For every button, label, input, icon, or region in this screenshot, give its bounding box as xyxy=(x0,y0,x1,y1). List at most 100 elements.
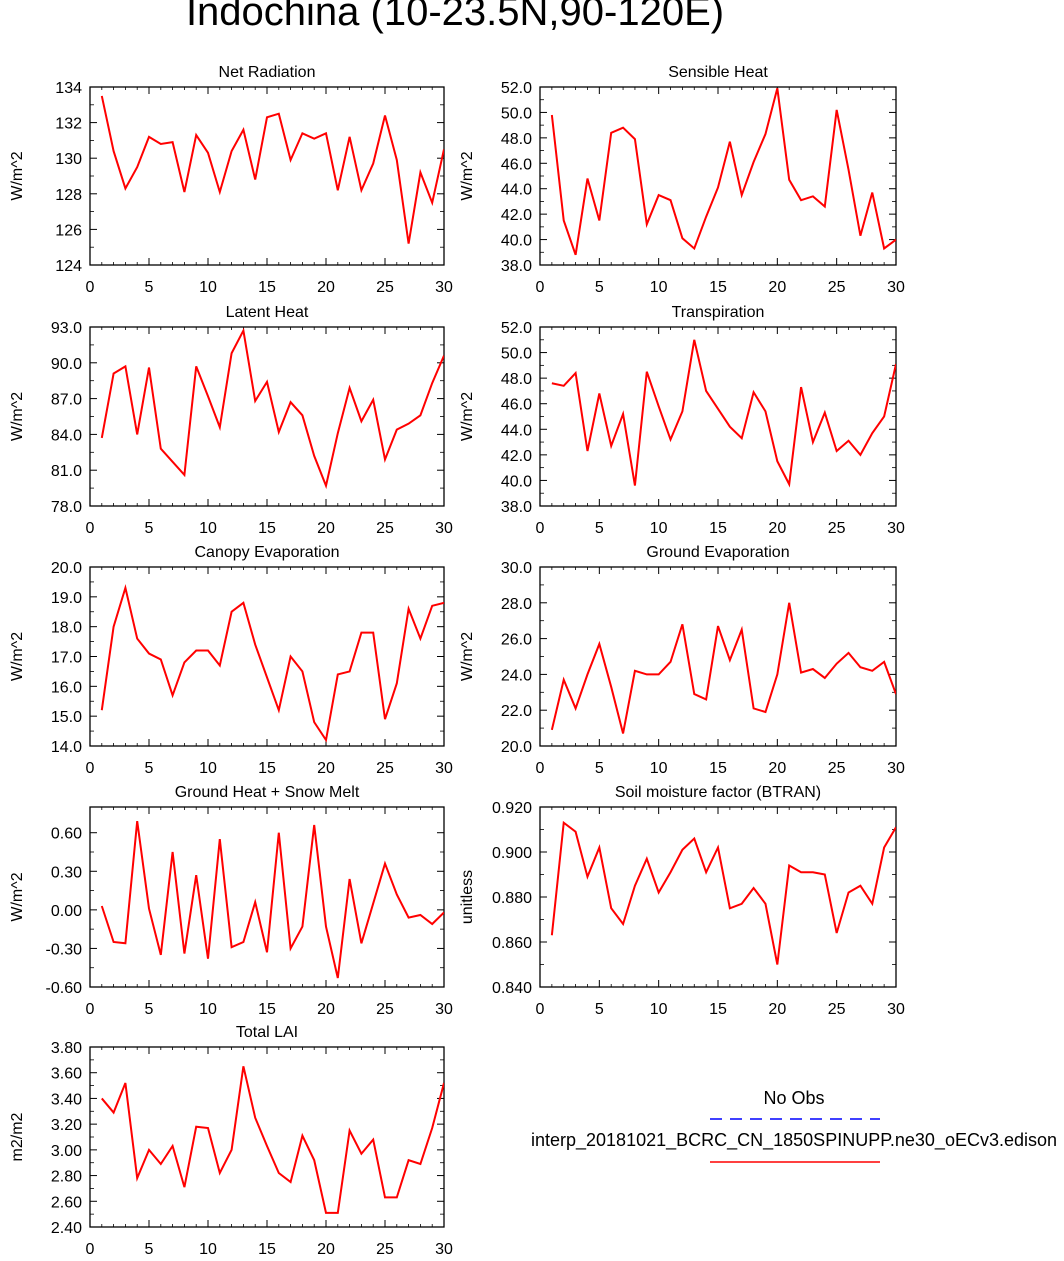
y-tick-label: 84.0 xyxy=(51,427,82,444)
series-line xyxy=(101,1066,444,1214)
y-tick-label: 48.0 xyxy=(501,131,532,148)
x-tick-label: 25 xyxy=(376,1241,394,1258)
y-tick-label: 20.0 xyxy=(51,560,82,577)
y-tick-label: 18.0 xyxy=(51,620,82,637)
y-tick-label: 40.0 xyxy=(501,473,532,490)
chart-panel-2: Sensible Heat W/m^2 0 5 10 15 20 25 30 38.0 40.0 42… xyxy=(459,64,905,296)
y-tick-label: 42.0 xyxy=(501,207,532,224)
x-tick-label: 25 xyxy=(376,279,394,296)
series-line xyxy=(551,339,896,488)
chart-panel-3: Latent Heat W/m^2 0 5 10 15 20 25 30 78.0 81.0 84.0… xyxy=(9,304,453,537)
x-tick-label: 15 xyxy=(709,520,727,537)
series-line xyxy=(100,584,444,743)
x-tick-label: 25 xyxy=(828,520,846,537)
plot-frame xyxy=(89,86,445,266)
x-tick-label: 25 xyxy=(828,760,846,777)
y-tick-label: 24.0 xyxy=(501,667,532,684)
y-tick-label: 52.0 xyxy=(501,80,532,97)
x-tick-label: 15 xyxy=(258,1001,276,1018)
y-tick-label: 44.0 xyxy=(501,422,532,439)
x-tick-label: 10 xyxy=(199,520,217,537)
chart-panel-6: Ground Evaporation W/m^2 0 5 10 15 20 25 30 20.0 2… xyxy=(459,544,905,777)
x-tick-label: 10 xyxy=(199,1001,217,1018)
x-tick-label: 15 xyxy=(258,520,276,537)
x-tick-label: 15 xyxy=(258,279,276,296)
x-tick-label: 30 xyxy=(435,520,453,537)
x-tick-label: 10 xyxy=(650,520,668,537)
x-tick-label: 20 xyxy=(317,520,335,537)
y-tick-label: 3.20 xyxy=(51,1117,82,1134)
x-tick-label: 0 xyxy=(86,1241,95,1258)
x-tick-label: 0 xyxy=(536,520,545,537)
y-tick-label: 87.0 xyxy=(51,392,82,409)
y-tick-label: 3.80 xyxy=(51,1040,82,1057)
x-tick-label: 5 xyxy=(145,520,154,537)
series-line xyxy=(100,821,444,979)
y-tick-label: 81.0 xyxy=(51,463,82,480)
chart-title: Sensible Heat xyxy=(668,64,768,81)
x-tick-label: 20 xyxy=(768,520,786,537)
y-tick-label: 46.0 xyxy=(501,156,532,173)
y-tick-label: 126 xyxy=(55,222,82,239)
x-tick-label: 5 xyxy=(595,279,604,296)
series-line xyxy=(100,327,444,490)
x-tick-label: 20 xyxy=(768,1001,786,1018)
chart-panel-4: Transpiration W/m^2 0 5 10 15 20 25 30 38.0 40.0 42… xyxy=(459,304,905,537)
x-tick-label: 20 xyxy=(317,1001,335,1018)
y-tick-label: 0.840 xyxy=(492,980,532,997)
legend-model-label: interp_20181021_BCRC_CN_1850SPINUPP.ne30… xyxy=(530,1130,1058,1150)
y-tick-label: 28.0 xyxy=(501,596,532,613)
y-tick-label: 16.0 xyxy=(51,679,82,696)
y-tick-label: 15.0 xyxy=(51,709,82,726)
x-tick-label: 25 xyxy=(376,520,394,537)
y-tick-label: 50.0 xyxy=(501,346,532,363)
x-tick-label: 25 xyxy=(376,760,394,777)
x-tick-label: 20 xyxy=(317,760,335,777)
chart-title: Transpiration xyxy=(672,304,765,321)
y-tick-label: 19.0 xyxy=(51,590,82,607)
x-tick-label: 10 xyxy=(650,1001,668,1018)
x-tick-label: 25 xyxy=(376,1001,394,1018)
y-axis-label: W/m^2 xyxy=(459,151,476,200)
chart-title: Soil moisture factor (BTRAN) xyxy=(615,784,821,801)
y-tick-label: 52.0 xyxy=(501,320,532,337)
y-axis-label: W/m^2 xyxy=(459,632,476,681)
page-title: Indochina (10-23.5N,90-120E) xyxy=(185,0,725,34)
x-tick-label: 5 xyxy=(145,1001,154,1018)
x-tick-label: 10 xyxy=(650,760,668,777)
y-tick-label: 2.40 xyxy=(51,1220,82,1237)
x-tick-label: 15 xyxy=(709,279,727,296)
x-tick-label: 10 xyxy=(199,1241,217,1258)
plot-frame xyxy=(539,86,897,266)
y-tick-label: 0.860 xyxy=(492,935,532,952)
x-tick-label: 10 xyxy=(199,760,217,777)
legend-obs-label: No Obs xyxy=(763,1088,825,1108)
y-tick-label: 0.30 xyxy=(51,864,82,881)
x-tick-label: 30 xyxy=(435,1001,453,1018)
chart-title: Ground Evaporation xyxy=(646,544,789,561)
x-tick-label: 0 xyxy=(86,760,95,777)
x-tick-label: 5 xyxy=(145,279,154,296)
y-tick-label: 40.0 xyxy=(501,233,532,250)
x-tick-label: 20 xyxy=(768,760,786,777)
y-tick-label: 0.00 xyxy=(51,903,82,920)
x-tick-label: 5 xyxy=(595,1001,604,1018)
x-tick-label: 20 xyxy=(317,1241,335,1258)
x-tick-label: 5 xyxy=(595,760,604,777)
y-tick-label: 90.0 xyxy=(51,356,82,373)
y-tick-label: 17.0 xyxy=(51,650,82,667)
y-tick-label: 0.920 xyxy=(492,800,532,817)
chart-panel-9: Total LAI m2/m2 0 5 10 15 20 25 30 2.40 2.60 2.80 3.… xyxy=(9,1024,453,1258)
y-tick-label: 44.0 xyxy=(501,182,532,199)
x-tick-label: 30 xyxy=(435,760,453,777)
chart-title: Canopy Evaporation xyxy=(195,544,340,561)
x-tick-label: 30 xyxy=(435,1241,453,1258)
x-tick-label: 15 xyxy=(709,760,727,777)
y-axis-label: unitless xyxy=(459,870,476,924)
y-tick-label: 20.0 xyxy=(501,739,532,756)
y-axis-label: W/m^2 xyxy=(9,872,26,921)
chart-title: Total LAI xyxy=(236,1024,298,1041)
chart-panel-8: Soil moisture factor (BTRAN) unitless 0 5 10… xyxy=(459,784,905,1018)
plot-frame xyxy=(89,806,445,988)
